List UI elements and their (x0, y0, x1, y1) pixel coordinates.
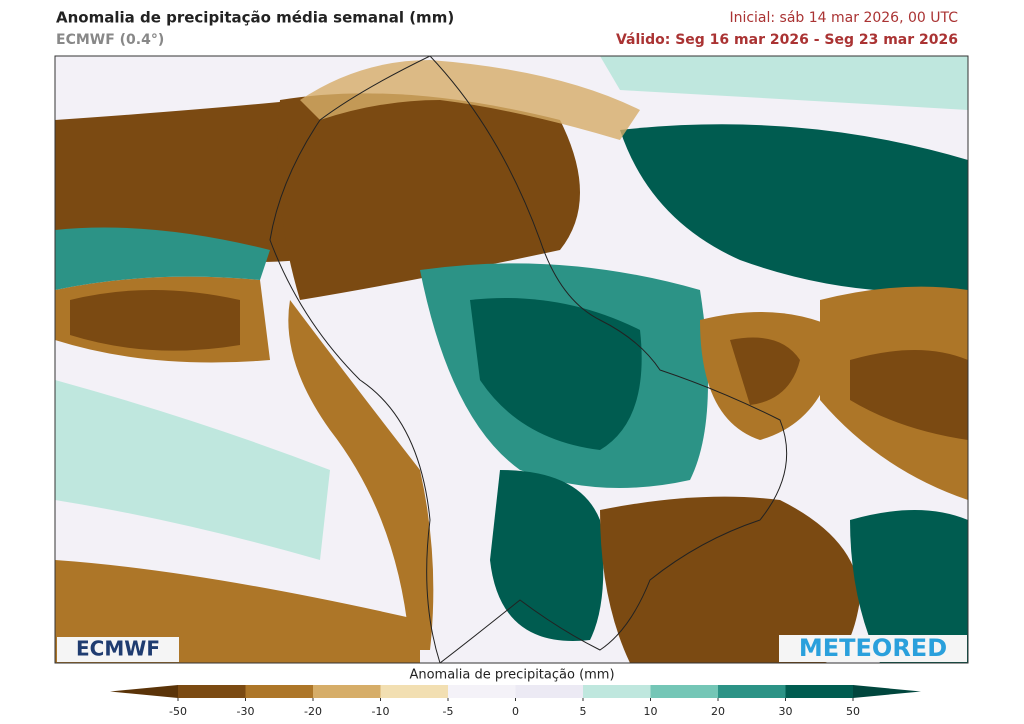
colorbar-segment (178, 685, 246, 698)
colorbar-tick-label: -5 (443, 705, 454, 718)
colorbar-tick-label: 30 (779, 705, 793, 718)
initial-time: Inicial: sáb 14 mar 2026, 00 UTC (729, 10, 958, 26)
colorbar-tick-label: 10 (644, 705, 658, 718)
ecmwf-logo: ECMWF (76, 637, 160, 661)
colorbar-tick-label: 50 (846, 705, 860, 718)
colorbar-segment (380, 685, 449, 698)
colorbar-segment (245, 685, 314, 698)
colorbar-tick-label: -10 (372, 705, 390, 718)
model: ECMWF (0.4°) (56, 32, 164, 48)
colorbar-label: Anomalia de precipitação (mm) (409, 668, 614, 683)
colorbar-segment (313, 685, 381, 698)
valid-time: Válido: Seg 16 mar 2026 - Seg 23 mar 202… (616, 32, 958, 48)
colorbar-over (853, 685, 921, 698)
colorbar-segment (515, 685, 584, 698)
colorbar-tick-label: -50 (169, 705, 187, 718)
colorbar-tick-label: 0 (512, 705, 519, 718)
colorbar-segment (650, 685, 719, 698)
title: Anomalia de precipitação média semanal (… (56, 9, 454, 27)
colorbar-segment (448, 685, 516, 698)
colorbar-tick-label: -30 (237, 705, 255, 718)
colorbar-under (110, 685, 178, 698)
colorbar-tick-label: -20 (304, 705, 322, 718)
colorbar-tick-label: 20 (711, 705, 725, 718)
colorbar-segment (583, 685, 651, 698)
colorbar: Anomalia de precipitação (mm) -50 -30 -20-… (110, 668, 921, 718)
map: ECMWF METEORED (54, 55, 969, 664)
meteored-logo: METEORED (799, 634, 947, 662)
colorbar-segment (718, 685, 786, 698)
colorbar-tick-label: 5 (580, 705, 587, 718)
colorbar-segment (785, 685, 854, 698)
